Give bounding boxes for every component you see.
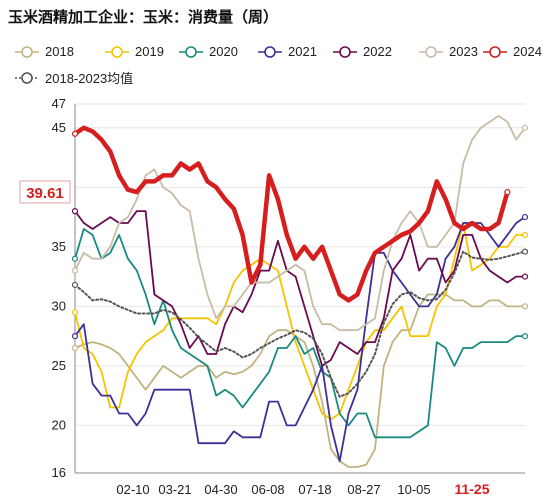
y-tick-label: 20 <box>52 417 66 432</box>
legend-label: 2021 <box>288 44 317 59</box>
y-tick-label: 30 <box>52 298 66 313</box>
x-tick-label: 03-21 <box>158 482 191 497</box>
legend-item-2019[interactable]: 2019 <box>104 44 164 59</box>
series-line-2018-2023 <box>74 250 526 398</box>
legend-item-2018[interactable]: 2018 <box>14 44 74 59</box>
y-tick-label: 25 <box>52 358 66 373</box>
legend-swatch-icon <box>179 45 203 58</box>
y-tick-label: 16 <box>52 465 66 480</box>
legend-item-2024[interactable]: 2024 <box>482 44 542 59</box>
series-line-2021 <box>74 216 526 463</box>
series-end-marker <box>521 303 529 310</box>
legend-label: 2020 <box>209 44 238 59</box>
value-callout-label: 39.61 <box>26 185 64 202</box>
x-tick-label: 06-08 <box>251 482 284 497</box>
legend-swatch-icon <box>105 45 129 58</box>
series-start-marker <box>71 344 79 352</box>
legend-item-2018-2023[interactable]: 2018-2023均值 <box>14 68 133 87</box>
series-end-marker <box>521 248 529 255</box>
x-tick-label: 11-25 <box>454 481 489 497</box>
series-start-marker <box>71 281 79 289</box>
x-tick-label: 07-18 <box>298 482 331 497</box>
legend-item-2023[interactable]: 2023 <box>418 44 478 59</box>
series-start-marker <box>71 255 79 262</box>
value-callout-box <box>19 180 71 204</box>
y-tick-label: 35 <box>52 239 66 254</box>
series-line-2022 <box>74 210 526 367</box>
legend-swatch-icon <box>333 45 357 58</box>
legend-item-2021[interactable]: 2021 <box>257 44 317 59</box>
series-start-marker <box>71 267 79 274</box>
x-tick-label: 10-05 <box>397 482 430 497</box>
legend-label: 2018-2023均值 <box>45 71 134 86</box>
series-end-marker <box>504 188 511 196</box>
x-tick-label: 08-27 <box>347 482 380 497</box>
legend-label: 2024 <box>513 44 542 59</box>
series-end-marker <box>521 273 529 280</box>
legend-label: 2018 <box>45 44 74 59</box>
y-tick-label: 47 <box>52 96 66 111</box>
legend-label: 2022 <box>363 44 392 59</box>
series-line-2018 <box>74 293 526 468</box>
series-line-2023 <box>74 115 526 332</box>
series-end-marker <box>521 124 529 131</box>
series-line-2024 <box>72 125 510 303</box>
series-start-marker <box>71 333 79 340</box>
legend-item-2020[interactable]: 2020 <box>178 44 238 59</box>
legend-swatch-icon <box>15 45 39 58</box>
x-tick-label: 02-10 <box>116 482 149 497</box>
series-line-2020 <box>74 228 526 439</box>
series-end-marker <box>521 213 529 221</box>
legend-label: 2019 <box>135 44 164 59</box>
legend-swatch-icon <box>483 45 507 58</box>
series-end-marker <box>521 231 529 239</box>
chart-title: 玉米酒精加工企业：玉米：消费量（周） <box>8 8 279 26</box>
series-end-marker <box>521 333 529 340</box>
legend-swatch-icon <box>15 71 39 84</box>
x-tick-label: 04-30 <box>204 482 237 497</box>
legend-swatch-icon <box>419 45 443 58</box>
legend-item-2022[interactable]: 2022 <box>332 44 392 59</box>
legend-label: 2023 <box>449 44 478 59</box>
y-tick-label: 45 <box>52 120 66 135</box>
series-start-marker <box>71 130 79 137</box>
legend-swatch-icon <box>258 45 282 58</box>
series-start-marker <box>71 309 79 316</box>
series-start-marker <box>71 208 79 215</box>
